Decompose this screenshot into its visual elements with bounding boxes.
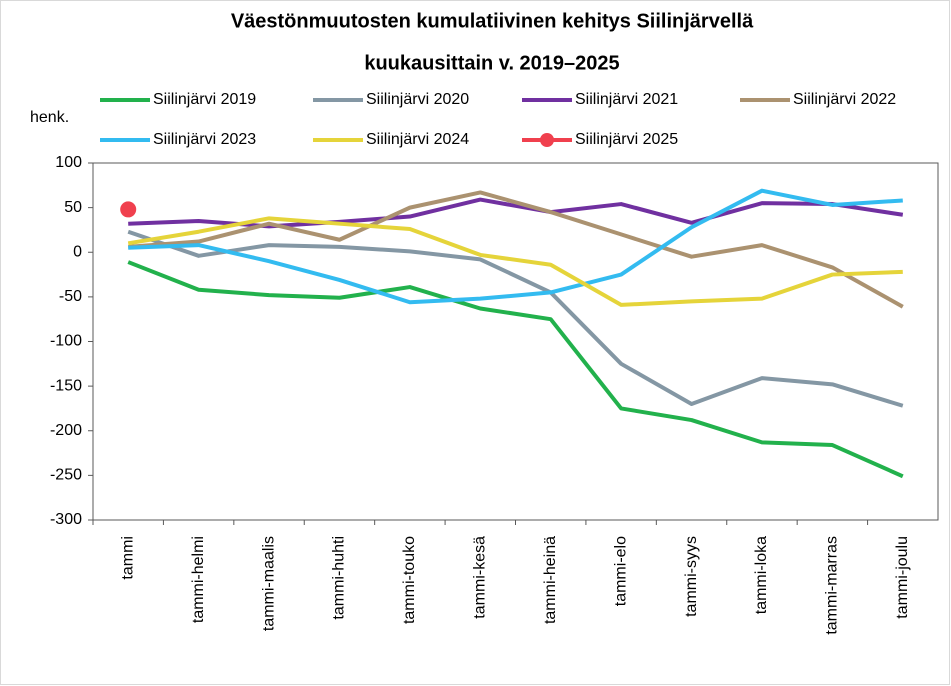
x-tick-label: tammi-elo xyxy=(612,536,629,606)
chart-title: kuukausittain v. 2019–2025 xyxy=(364,52,619,74)
x-tick-label: tammi-kesä xyxy=(472,536,489,619)
y-tick-label: 0 xyxy=(73,243,82,260)
y-tick-label: -150 xyxy=(50,377,82,394)
x-tick-label: tammi-huhti xyxy=(331,536,348,620)
y-tick-label: -250 xyxy=(50,467,82,484)
y-tick-label: 50 xyxy=(64,199,82,216)
legend-label: Siilinjärvi 2021 xyxy=(575,91,678,108)
series-line xyxy=(128,188,903,305)
x-tick-label: tammi-loka xyxy=(753,536,770,614)
y-tick-label: -300 xyxy=(50,511,82,528)
legend-label: Siilinjärvi 2019 xyxy=(153,91,256,108)
legend-label: Siilinjärvi 2024 xyxy=(366,131,469,148)
chart-title: Väestönmuutosten kumulatiivinen kehitys … xyxy=(231,10,754,32)
x-tick-label: tammi-touko xyxy=(401,536,418,624)
x-tick-label: tammi xyxy=(119,536,136,580)
legend-label: Siilinjärvi 2020 xyxy=(366,91,469,108)
x-tick-label: tammi-marras xyxy=(824,536,841,635)
point xyxy=(120,201,137,218)
y-tick-label: 100 xyxy=(55,154,82,171)
series-line xyxy=(127,260,904,479)
legend-label: Siilinjärvi 2025 xyxy=(575,131,678,148)
legend-label: Siilinjärvi 2022 xyxy=(793,91,896,108)
plot-area xyxy=(92,162,939,521)
series-line xyxy=(127,229,904,408)
x-tick-label: tammi-syys xyxy=(683,536,700,617)
y-tick-label: -200 xyxy=(50,422,82,439)
legend-label: Siilinjärvi 2023 xyxy=(153,131,256,148)
x-tick-label: tammi-maalis xyxy=(260,536,277,631)
y-axis-label: henk. xyxy=(30,109,69,126)
series-line xyxy=(127,216,903,307)
x-tick-label: tammi-joulu xyxy=(894,536,911,619)
y-tick-label: -50 xyxy=(59,288,82,305)
y-tick-label: -100 xyxy=(50,333,82,350)
series-line xyxy=(128,190,904,309)
x-tick-label: tammi-heinä xyxy=(542,536,559,624)
x-tick-label: tammi-helmi xyxy=(190,536,207,623)
legend-marker xyxy=(540,133,554,147)
